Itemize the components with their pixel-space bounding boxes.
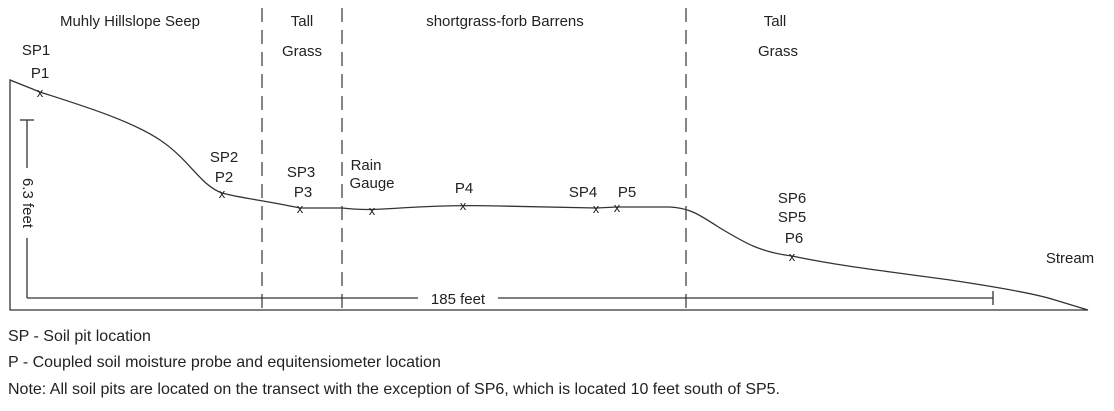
zone-label: Grass — [282, 43, 322, 60]
marker: x — [593, 201, 600, 216]
stream-label: Stream — [1046, 250, 1094, 267]
marker: x — [789, 249, 796, 264]
station-label: P5 — [618, 184, 636, 201]
legend-item: SP - Soil pit location — [8, 328, 151, 345]
label-bg — [17, 168, 37, 238]
station-label: P2 — [215, 169, 233, 186]
station-label: Rain — [351, 157, 382, 174]
marker: x — [369, 203, 376, 218]
station-label: P1 — [31, 65, 49, 82]
station-label: P3 — [294, 184, 312, 201]
marker: x — [614, 200, 621, 215]
marker: x — [37, 85, 44, 100]
station-label: SP5 — [778, 209, 806, 226]
station-label: SP2 — [210, 149, 238, 166]
station-label: SP3 — [287, 164, 315, 181]
zone-label: Grass — [758, 43, 798, 60]
zone-label: Tall — [764, 13, 787, 30]
height-label: 6.3 feet — [19, 178, 36, 229]
legend-item: P - Coupled soil moisture probe and equi… — [8, 354, 441, 371]
station-label: SP6 — [778, 190, 806, 207]
marker: x — [460, 198, 467, 213]
zone-label: Tall — [291, 13, 314, 30]
length-label: 185 feet — [431, 291, 486, 308]
label-bg — [418, 289, 498, 307]
station-label: P6 — [785, 230, 803, 247]
legend-item: Note: All soil pits are located on the t… — [8, 381, 780, 398]
markers: x x x x x x x x — [37, 85, 796, 264]
marker: x — [297, 201, 304, 216]
station-label: Gauge — [349, 175, 394, 192]
marker: x — [219, 186, 226, 201]
station-label: SP4 — [569, 184, 597, 201]
zone-label: Muhly Hillslope Seep — [60, 13, 200, 30]
zone-label: shortgrass-forb Barrens — [426, 13, 584, 30]
ground-profile — [9, 79, 1089, 311]
station-label: SP1 — [22, 42, 50, 59]
station-label: P4 — [455, 180, 473, 197]
zone-dividers — [261, 8, 687, 308]
